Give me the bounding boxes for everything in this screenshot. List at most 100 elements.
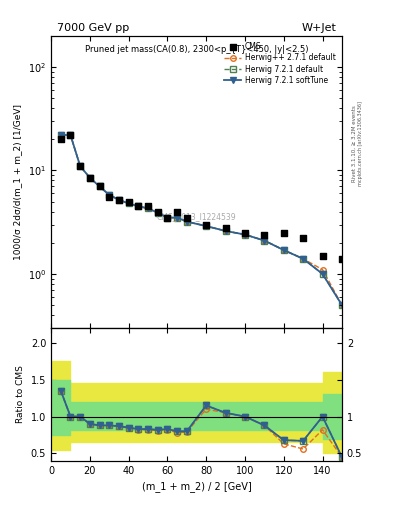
CMS [203, 221, 209, 229]
Herwig 7.2.1 default [262, 238, 267, 244]
Herwig 7.2.1 default [281, 247, 286, 253]
Herwig++ 2.7.1 default [204, 223, 209, 229]
Herwig++ 2.7.1 default [262, 238, 267, 244]
Herwig 7.2.1 softTune [204, 223, 209, 229]
Herwig 7.2.1 default [78, 163, 83, 169]
Herwig 7.2.1 default [59, 132, 63, 138]
Herwig++ 2.7.1 default [146, 205, 151, 211]
Legend: CMS, Herwig++ 2.7.1 default, Herwig 7.2.1 default, Herwig 7.2.1 softTune: CMS, Herwig++ 2.7.1 default, Herwig 7.2.… [222, 39, 338, 87]
CMS [77, 162, 83, 170]
CMS [164, 214, 171, 222]
CMS [174, 207, 180, 216]
Herwig 7.2.1 softTune [281, 247, 286, 253]
Herwig++ 2.7.1 default [165, 215, 170, 221]
Herwig 7.2.1 softTune [88, 175, 92, 181]
Herwig++ 2.7.1 default [340, 302, 344, 308]
CMS [135, 202, 141, 210]
CMS [339, 254, 345, 263]
Herwig 7.2.1 softTune [146, 205, 151, 211]
CMS [96, 182, 103, 190]
Y-axis label: 1000/σ 2dσ/d(m_1 + m_2) [1/GeV]: 1000/σ 2dσ/d(m_1 + m_2) [1/GeV] [13, 104, 22, 260]
Herwig++ 2.7.1 default [117, 197, 121, 203]
Line: Herwig++ 2.7.1 default: Herwig++ 2.7.1 default [58, 132, 345, 308]
Herwig 7.2.1 softTune [301, 255, 305, 262]
CMS [281, 229, 287, 237]
Herwig 7.2.1 softTune [97, 183, 102, 189]
CMS [261, 230, 268, 239]
Herwig 7.2.1 default [242, 231, 247, 238]
Herwig 7.2.1 softTune [184, 219, 189, 225]
Herwig++ 2.7.1 default [97, 183, 102, 189]
Herwig 7.2.1 default [126, 200, 131, 206]
Herwig 7.2.1 softTune [126, 200, 131, 206]
Herwig 7.2.1 softTune [78, 163, 83, 169]
Herwig 7.2.1 softTune [175, 215, 180, 221]
Herwig 7.2.1 default [340, 302, 344, 308]
Herwig 7.2.1 default [204, 223, 209, 229]
Herwig 7.2.1 default [301, 255, 305, 262]
Herwig 7.2.1 default [155, 210, 160, 216]
Text: CMS_2013_I1224539: CMS_2013_I1224539 [157, 212, 236, 222]
Herwig++ 2.7.1 default [155, 210, 160, 216]
Text: 7000 GeV pp: 7000 GeV pp [57, 23, 129, 33]
CMS [58, 135, 64, 143]
CMS [87, 174, 93, 182]
CMS [125, 198, 132, 206]
Herwig 7.2.1 softTune [59, 132, 63, 138]
Herwig++ 2.7.1 default [107, 192, 112, 198]
Herwig++ 2.7.1 default [281, 247, 286, 253]
Line: Herwig 7.2.1 default: Herwig 7.2.1 default [58, 132, 345, 308]
Herwig 7.2.1 softTune [117, 197, 121, 203]
Y-axis label: Ratio to CMS: Ratio to CMS [16, 366, 25, 423]
Herwig++ 2.7.1 default [223, 228, 228, 234]
Text: Rivet 3.1.10, ≥ 3.2M events: Rivet 3.1.10, ≥ 3.2M events [352, 105, 357, 182]
CMS [242, 229, 248, 237]
Herwig 7.2.1 softTune [242, 231, 247, 238]
Herwig 7.2.1 default [146, 205, 151, 211]
Herwig++ 2.7.1 default [136, 203, 141, 209]
Herwig++ 2.7.1 default [175, 215, 180, 221]
Herwig 7.2.1 softTune [262, 238, 267, 244]
Herwig++ 2.7.1 default [68, 132, 73, 138]
Herwig 7.2.1 default [68, 132, 73, 138]
Herwig++ 2.7.1 default [301, 255, 305, 262]
Herwig 7.2.1 default [184, 219, 189, 225]
Herwig 7.2.1 default [107, 192, 112, 198]
Herwig 7.2.1 softTune [340, 302, 344, 308]
Herwig 7.2.1 softTune [136, 203, 141, 209]
Herwig++ 2.7.1 default [126, 200, 131, 206]
Herwig++ 2.7.1 default [320, 267, 325, 273]
Herwig++ 2.7.1 default [59, 132, 63, 138]
CMS [116, 196, 122, 204]
CMS [222, 224, 229, 232]
CMS [145, 202, 151, 210]
Herwig 7.2.1 default [117, 197, 121, 203]
CMS [67, 131, 73, 139]
Herwig++ 2.7.1 default [242, 231, 247, 238]
CMS [154, 207, 161, 216]
Herwig 7.2.1 softTune [320, 271, 325, 277]
Text: mcplots.cern.ch [arXiv:1306.3436]: mcplots.cern.ch [arXiv:1306.3436] [358, 101, 363, 186]
Herwig 7.2.1 softTune [155, 210, 160, 216]
Herwig 7.2.1 default [175, 215, 180, 221]
Line: Herwig 7.2.1 softTune: Herwig 7.2.1 softTune [58, 132, 345, 308]
Herwig 7.2.1 default [223, 228, 228, 234]
CMS [184, 214, 190, 222]
Herwig 7.2.1 default [97, 183, 102, 189]
Herwig 7.2.1 softTune [107, 192, 112, 198]
Herwig++ 2.7.1 default [184, 219, 189, 225]
X-axis label: (m_1 + m_2) / 2 [GeV]: (m_1 + m_2) / 2 [GeV] [141, 481, 252, 492]
CMS [300, 234, 306, 243]
Herwig 7.2.1 default [165, 215, 170, 221]
Herwig 7.2.1 softTune [68, 132, 73, 138]
Herwig 7.2.1 default [320, 271, 325, 277]
Herwig 7.2.1 default [88, 175, 92, 181]
Text: W+Jet: W+Jet [301, 23, 336, 33]
Herwig 7.2.1 softTune [223, 228, 228, 234]
CMS [320, 251, 326, 260]
CMS [106, 193, 112, 201]
Herwig 7.2.1 softTune [165, 215, 170, 221]
Herwig++ 2.7.1 default [78, 163, 83, 169]
Herwig 7.2.1 default [136, 203, 141, 209]
Herwig++ 2.7.1 default [88, 175, 92, 181]
